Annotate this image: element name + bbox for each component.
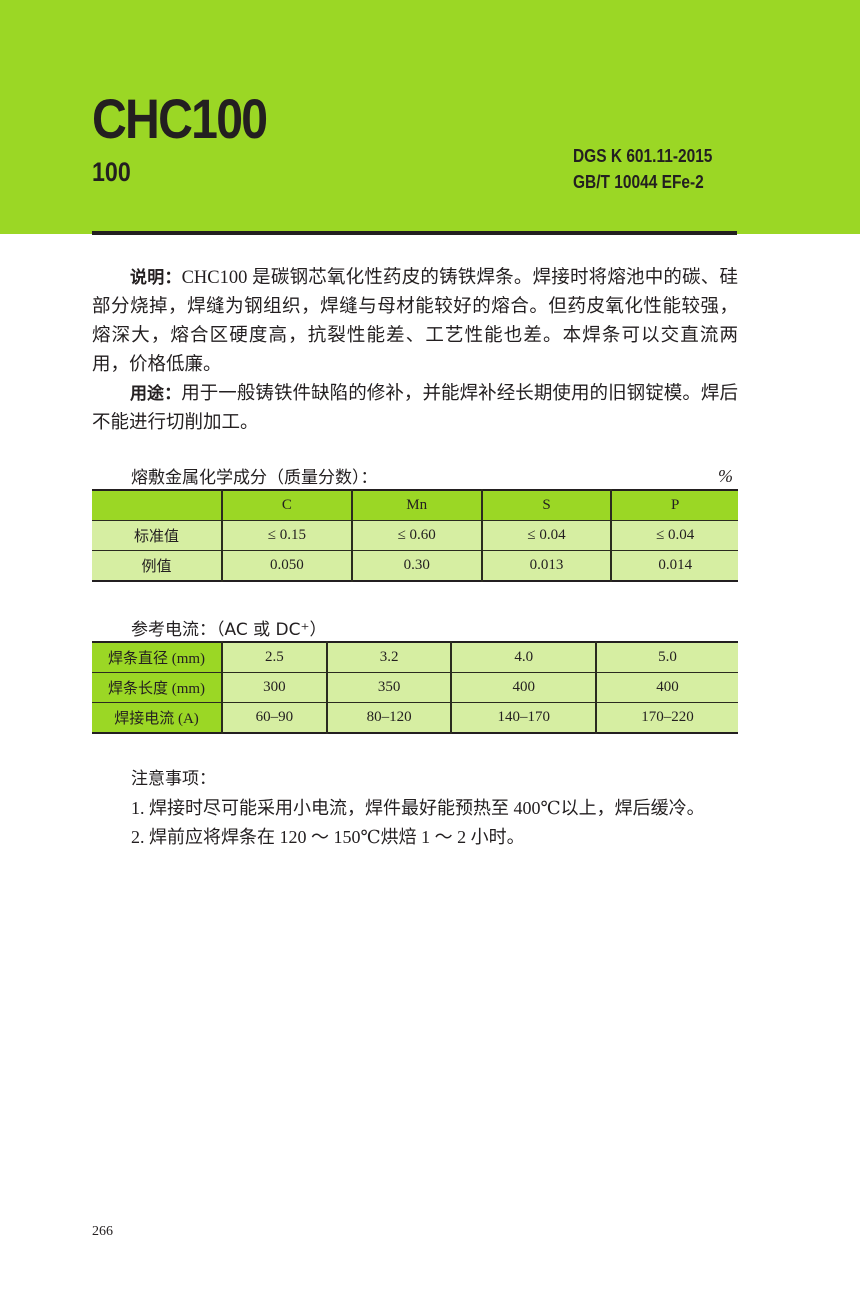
notes-section: 注意事项： 1. 焊接时尽可能采用小电流，焊件最好能预热至 400℃以上，焊后缓… — [131, 765, 705, 852]
row-label: 焊条直径 (mm) — [92, 641, 222, 673]
usage-text: 用于一般铸铁件缺陷的修补，并能焊补经长期使用的旧钢锭模。焊后不能进行切削加工。 — [92, 384, 738, 433]
row-label: 标准值 — [92, 520, 222, 551]
table-row: 例值 0.050 0.30 0.013 0.014 — [92, 550, 738, 582]
product-title: CHC100 — [92, 87, 268, 150]
cell: 170–220 — [595, 702, 738, 734]
cell: ≤ 0.60 — [350, 520, 482, 551]
description-text: CHC100 是碳钢芯氧化性药皮的铸铁焊条。焊接时将熔池中的碳、硅部分烧掉，焊缝… — [92, 268, 738, 375]
table-header-row: C Mn S P — [92, 489, 738, 521]
cell: 3.2 — [325, 641, 452, 673]
table-row: 焊条长度 (mm) 300 350 400 400 — [92, 672, 738, 703]
composition-table: C Mn S P 标准值 ≤ 0.15 ≤ 0.60 ≤ 0.04 ≤ 0.04… — [92, 489, 738, 582]
cell: ≤ 0.04 — [480, 520, 612, 551]
description-paragraph: 说明：CHC100 是碳钢芯氧化性药皮的铸铁焊条。焊接时将熔池中的碳、硅部分烧掉… — [92, 264, 738, 380]
cell: 0.014 — [610, 550, 738, 582]
cell: 80–120 — [325, 702, 452, 734]
cell: 140–170 — [450, 702, 597, 734]
header-cell: P — [610, 489, 738, 521]
row-label: 例值 — [92, 550, 222, 582]
standards: DGS K 601.11-2015 GB/T 10044 EFe-2 — [573, 143, 712, 195]
current-title: 参考电流：（AC 或 DC⁺） — [131, 620, 327, 640]
cell: 2.5 — [221, 641, 327, 673]
cell: 400 — [595, 672, 738, 703]
cell: 0.30 — [350, 550, 482, 582]
cell: ≤ 0.04 — [610, 520, 738, 551]
note-item: 1. 焊接时尽可能采用小电流，焊件最好能预热至 400℃以上，焊后缓冷。 — [131, 798, 705, 818]
cell: 0.013 — [480, 550, 612, 582]
page-number: 266 — [92, 1224, 113, 1239]
notes-title: 注意事项： — [131, 769, 216, 789]
description-label: 说明： — [130, 268, 182, 288]
cell: 60–90 — [221, 702, 327, 734]
current-table: 焊条直径 (mm) 2.5 3.2 4.0 5.0 焊条长度 (mm) 300 … — [92, 641, 738, 734]
composition-title: 熔敷金属化学成分（质量分数）： — [131, 468, 378, 488]
unit-label: % — [718, 466, 733, 486]
header-cell — [92, 489, 222, 521]
table-row: 焊接电流 (A) 60–90 80–120 140–170 170–220 — [92, 702, 738, 734]
cell: 300 — [221, 672, 327, 703]
usage-label: 用途： — [130, 384, 182, 404]
cell: ≤ 0.15 — [221, 520, 352, 551]
cell: 4.0 — [450, 641, 597, 673]
divider — [92, 231, 737, 235]
cell: 350 — [325, 672, 452, 703]
cell: 400 — [450, 672, 597, 703]
standard-1: DGS K 601.11-2015 — [573, 146, 713, 166]
header-cell: Mn — [350, 489, 482, 521]
note-item: 2. 焊前应将焊条在 120 ～ 150℃烘焙 1 ～ 2 小时。 — [131, 827, 525, 847]
header-band — [0, 0, 860, 234]
row-label: 焊接电流 (A) — [92, 702, 222, 734]
usage-paragraph: 用途：用于一般铸铁件缺陷的修补，并能焊补经长期使用的旧钢锭模。焊后不能进行切削加… — [92, 380, 738, 438]
header-cell: S — [480, 489, 612, 521]
cell: 0.050 — [221, 550, 352, 582]
cell: 5.0 — [595, 641, 738, 673]
header-cell: C — [221, 489, 352, 521]
row-label: 焊条长度 (mm) — [92, 672, 222, 703]
table-row: 焊条直径 (mm) 2.5 3.2 4.0 5.0 — [92, 641, 738, 673]
table-row: 标准值 ≤ 0.15 ≤ 0.60 ≤ 0.04 ≤ 0.04 — [92, 520, 738, 551]
standard-2: GB/T 10044 EFe-2 — [573, 172, 704, 192]
product-subtitle: 100 — [92, 157, 131, 187]
